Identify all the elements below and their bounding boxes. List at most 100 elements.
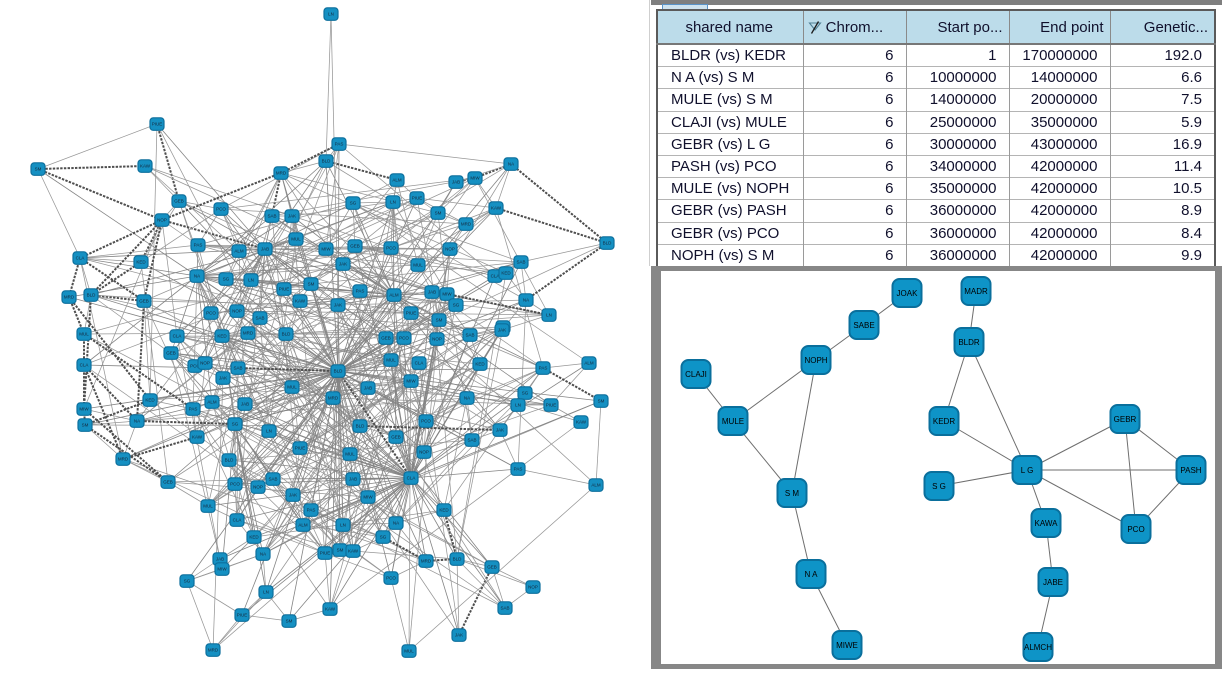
svg-text:NOP: NOP bbox=[445, 247, 455, 252]
svg-text:SM: SM bbox=[435, 211, 442, 216]
svg-text:KEDR: KEDR bbox=[933, 417, 955, 426]
svg-text:LN: LN bbox=[248, 278, 254, 283]
svg-text:SAB: SAB bbox=[268, 477, 277, 482]
svg-text:MIW: MIW bbox=[217, 567, 227, 572]
svg-text:PIUE: PIUE bbox=[546, 403, 557, 408]
svg-text:JAB: JAB bbox=[349, 477, 357, 482]
svg-text:LN: LN bbox=[328, 12, 334, 17]
svg-text:LN: LN bbox=[546, 313, 552, 318]
svg-text:PCO: PCO bbox=[386, 576, 396, 581]
svg-text:SAB: SAB bbox=[267, 214, 276, 219]
svg-text:LN: LN bbox=[266, 429, 272, 434]
svg-text:JAK: JAK bbox=[498, 328, 506, 333]
svg-text:MIWE: MIWE bbox=[836, 641, 858, 650]
svg-text:LN: LN bbox=[340, 523, 346, 528]
svg-text:CLA: CLA bbox=[407, 476, 416, 481]
svg-text:ALM: ALM bbox=[389, 293, 399, 298]
svg-text:PAS: PAS bbox=[539, 366, 548, 371]
svg-text:CLA: CLA bbox=[233, 518, 242, 523]
svg-text:PIUE: PIUE bbox=[406, 311, 417, 316]
svg-text:MUL: MUL bbox=[203, 504, 213, 509]
svg-text:NOP: NOP bbox=[419, 450, 429, 455]
svg-text:MRD: MRD bbox=[276, 171, 287, 176]
svg-text:PASH: PASH bbox=[1180, 466, 1201, 475]
svg-text:NOP: NOP bbox=[432, 337, 442, 342]
svg-text:MRD: MRD bbox=[243, 331, 254, 336]
svg-text:MUL: MUL bbox=[79, 332, 89, 337]
svg-text:PIUE: PIUE bbox=[412, 196, 423, 201]
svg-text:PIUE: PIUE bbox=[152, 122, 163, 127]
svg-text:CLA: CLA bbox=[491, 274, 500, 279]
svg-text:MUL: MUL bbox=[413, 263, 423, 268]
svg-text:JAK: JAK bbox=[496, 428, 504, 433]
svg-text:GEB: GEB bbox=[163, 480, 173, 485]
svg-text:LN: LN bbox=[515, 403, 521, 408]
svg-text:KAW: KAW bbox=[325, 607, 336, 612]
svg-text:SAB: SAB bbox=[516, 260, 525, 265]
svg-text:GEB: GEB bbox=[350, 244, 360, 249]
svg-text:MIW: MIW bbox=[406, 379, 416, 384]
svg-text:CLAJI: CLAJI bbox=[685, 370, 707, 379]
svg-text:BLD: BLD bbox=[87, 293, 97, 298]
svg-text:SAB: SAB bbox=[465, 333, 474, 338]
svg-text:GEB: GEB bbox=[391, 435, 401, 440]
svg-text:SAB: SAB bbox=[255, 316, 264, 321]
svg-text:MIW: MIW bbox=[363, 495, 373, 500]
svg-text:SM: SM bbox=[337, 548, 344, 553]
svg-text:KAW: KAW bbox=[295, 299, 306, 304]
svg-text:BLD: BLD bbox=[603, 241, 613, 246]
svg-text:PIUE: PIUE bbox=[320, 551, 331, 556]
svg-text:GEB: GEB bbox=[139, 299, 149, 304]
svg-text:PCO: PCO bbox=[386, 246, 396, 251]
svg-text:BLD: BLD bbox=[225, 458, 235, 463]
svg-text:PAS: PAS bbox=[189, 407, 198, 412]
svg-text:SG: SG bbox=[232, 422, 239, 427]
svg-text:NOP: NOP bbox=[232, 309, 242, 314]
svg-text:PIUE: PIUE bbox=[295, 446, 306, 451]
svg-text:PAS: PAS bbox=[356, 289, 365, 294]
svg-text:NA: NA bbox=[194, 274, 200, 279]
svg-text:LN: LN bbox=[390, 200, 396, 205]
svg-text:BLD: BLD bbox=[356, 424, 366, 429]
svg-text:NOPH: NOPH bbox=[804, 356, 827, 365]
svg-text:ALM: ALM bbox=[207, 400, 217, 405]
svg-text:PCO: PCO bbox=[190, 364, 200, 369]
svg-text:JAK: JAK bbox=[288, 214, 296, 219]
svg-text:KAW: KAW bbox=[576, 420, 587, 425]
svg-text:NOP: NOP bbox=[528, 585, 538, 590]
svg-text:SG: SG bbox=[522, 391, 529, 396]
svg-text:SAB: SAB bbox=[500, 606, 509, 611]
svg-text:GEB: GEB bbox=[487, 565, 497, 570]
svg-text:NA: NA bbox=[464, 396, 470, 401]
svg-text:ALM: ALM bbox=[584, 361, 594, 366]
svg-text:JAB: JAB bbox=[452, 180, 460, 185]
svg-text:PIUE: PIUE bbox=[279, 287, 290, 292]
svg-text:SG: SG bbox=[350, 201, 357, 206]
svg-text:SM: SM bbox=[598, 399, 605, 404]
svg-text:MIW: MIW bbox=[442, 292, 452, 297]
svg-text:LN: LN bbox=[263, 590, 269, 595]
svg-text:JAK: JAK bbox=[289, 493, 297, 498]
svg-text:NA: NA bbox=[393, 521, 399, 526]
svg-text:SG: SG bbox=[453, 303, 460, 308]
svg-text:S M: S M bbox=[785, 489, 800, 498]
svg-text:NOP: NOP bbox=[253, 485, 263, 490]
svg-text:NA: NA bbox=[508, 162, 514, 167]
svg-text:JAK: JAK bbox=[334, 303, 342, 308]
svg-text:CLA: CLA bbox=[415, 361, 424, 366]
svg-text:PCO: PCO bbox=[230, 482, 240, 487]
svg-text:JAK: JAK bbox=[339, 262, 347, 267]
svg-text:KED: KED bbox=[249, 535, 259, 540]
svg-text:KAW: KAW bbox=[140, 164, 151, 169]
svg-text:GEB: GEB bbox=[174, 199, 184, 204]
svg-text:MUL: MUL bbox=[287, 385, 297, 390]
svg-text:NOP: NOP bbox=[200, 361, 210, 366]
svg-text:ALMCH: ALMCH bbox=[1024, 643, 1052, 652]
svg-text:KAW: KAW bbox=[192, 435, 203, 440]
svg-text:CLA: CLA bbox=[76, 256, 85, 261]
svg-text:JABE: JABE bbox=[1043, 578, 1063, 587]
svg-text:PCO: PCO bbox=[1127, 525, 1144, 534]
svg-text:PAS: PAS bbox=[307, 508, 316, 513]
svg-text:CLA: CLA bbox=[80, 363, 89, 368]
svg-text:JAB: JAB bbox=[216, 557, 224, 562]
